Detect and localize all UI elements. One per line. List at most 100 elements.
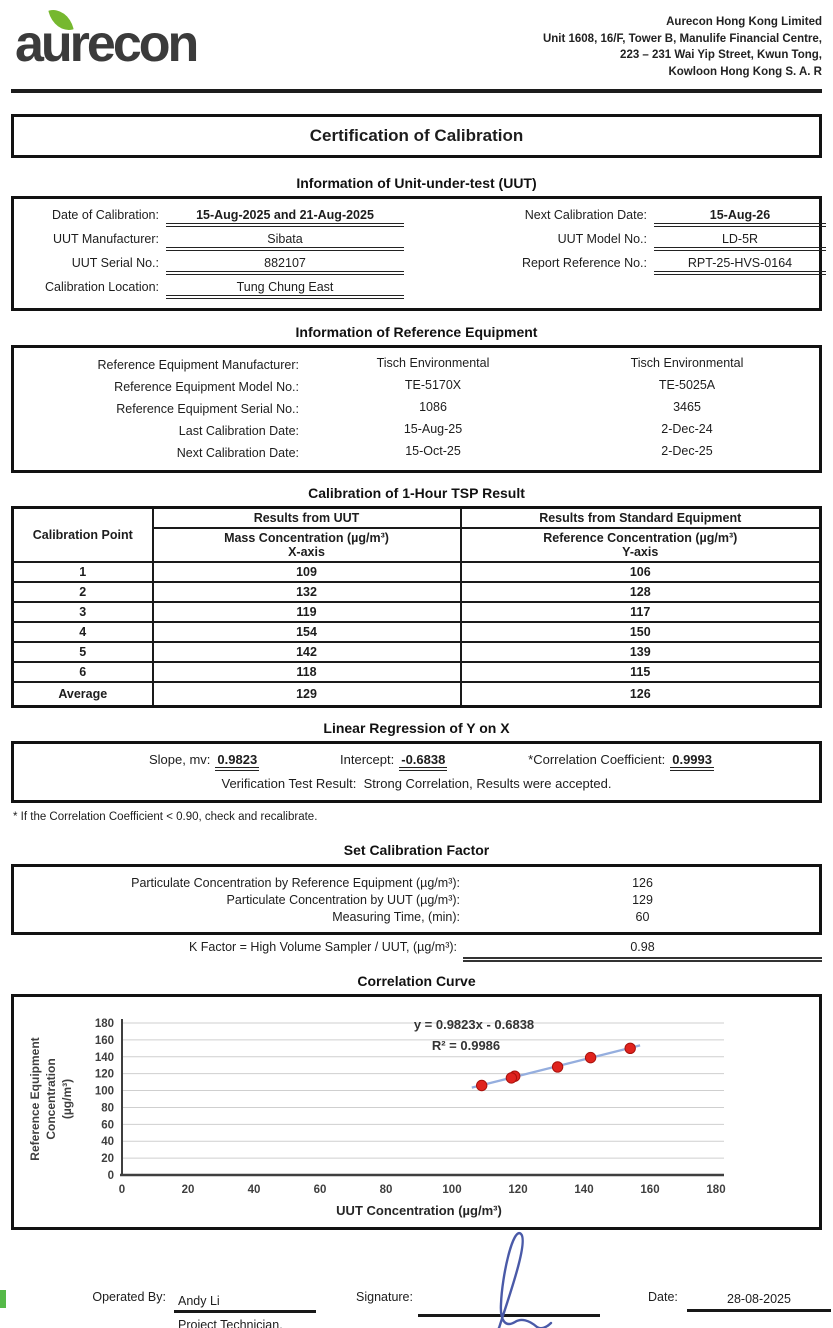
signature-line — [418, 1313, 600, 1317]
svg-text:160: 160 — [95, 1035, 114, 1047]
cell-y: 106 — [459, 560, 822, 583]
svg-text:R² = 0.9986: R² = 0.9986 — [432, 1038, 500, 1053]
factor-row: Particulate Concentration by UUT (µg/m³)… — [14, 893, 819, 907]
address-line: 223 – 231 Wai Yip Street, Kwun Tong, — [620, 49, 822, 62]
operated-by-label: Operated By: — [92, 1289, 166, 1304]
field-label: Reference Equipment Manufacturer: — [97, 357, 300, 372]
tsp-section-heading: Calibration of 1-Hour TSP Result — [308, 484, 525, 501]
cell-y: 128 — [459, 580, 822, 603]
svg-text:60: 60 — [314, 1184, 327, 1196]
cell-point: 2 — [11, 580, 154, 603]
cell-y: 117 — [459, 600, 822, 623]
field-value: 129 — [632, 892, 653, 907]
cell-x: 132 — [151, 580, 462, 603]
field-label: UUT Serial No.: — [71, 255, 159, 270]
field-value: TE-5170X — [404, 377, 462, 392]
factor-row: Measuring Time, (min): 60 — [14, 910, 819, 924]
field-value: Sibata — [166, 230, 404, 251]
company-address: Aurecon Hong Kong Limited Unit 1608, 16/… — [543, 8, 822, 81]
slope-field: Slope, mv: 0.9823 — [149, 751, 260, 771]
date-label: Date: — [648, 1289, 678, 1304]
cell-x: 154 — [151, 620, 462, 643]
calibration-factor-heading: Set Calibration Factor — [343, 841, 490, 858]
table-row: 4 154 150 — [11, 620, 822, 643]
field-value: 1086 — [419, 399, 447, 414]
field-value: RPT-25-HVS-0164 — [654, 254, 826, 275]
field-value: 15-Aug-25 — [403, 421, 463, 436]
k-factor-row: K Factor = High Volume Sampler / UUT, (µ… — [11, 940, 822, 962]
field-label: Last Calibration Date: — [178, 423, 299, 438]
correlation-field: *Correlation Coefficient: 0.9993 — [528, 751, 714, 771]
field-label: Particulate Concentration by Reference E… — [131, 875, 460, 890]
cell-point: 1 — [11, 560, 154, 583]
cell-x: 142 — [151, 640, 462, 663]
cell-point: Average — [11, 680, 154, 708]
slope-value: 0.9823 — [215, 751, 260, 771]
address-line: Kowloon Hong Kong S. A. R — [668, 66, 822, 79]
svg-text:Concentration: Concentration — [44, 1058, 58, 1139]
svg-text:40: 40 — [248, 1184, 261, 1196]
intercept-value: -0.6838 — [399, 751, 448, 771]
field-label: Measuring Time, (min): — [332, 909, 460, 924]
edge-mark — [0, 1289, 6, 1308]
signature-section: Operated By: Andy Li Project Technician,… — [0, 1231, 831, 1328]
table-row: 5 142 139 — [11, 640, 822, 663]
field-label: Reference Equipment Serial No.: — [116, 401, 299, 416]
logo-wordmark: aurecon — [15, 15, 199, 73]
operator-title: Project Technician, — [178, 1317, 283, 1328]
field-label: Calibration Location: — [45, 279, 159, 294]
svg-text:0: 0 — [108, 1170, 114, 1182]
k-factor-value: 0.98 — [463, 940, 822, 962]
field-label: Next Calibration Date: — [524, 207, 647, 222]
svg-text:Reference Equipment: Reference Equipment — [28, 1037, 42, 1160]
field-label: UUT Model No.: — [557, 231, 647, 246]
field-label: Reference Equipment Model No.: — [114, 379, 299, 394]
svg-text:180: 180 — [95, 1018, 114, 1030]
svg-text:0: 0 — [119, 1184, 125, 1196]
svg-text:120: 120 — [95, 1068, 114, 1080]
field-value: LD-5R — [654, 230, 826, 251]
field-value: 15-Oct-25 — [405, 443, 461, 458]
table-row: 3 119 117 — [11, 600, 822, 623]
field-label: Next Calibration Date: — [176, 445, 299, 460]
uut-info-table: Date of Calibration: 15-Aug-2025 and 21-… — [11, 195, 826, 311]
table-row-average: Average 129 126 — [11, 680, 822, 708]
field-value: 60 — [635, 909, 650, 924]
field-label: Report Reference No.: — [521, 255, 647, 270]
field-value: Tisch Environmental — [376, 355, 490, 370]
table-row: 6 118 115 — [11, 660, 822, 683]
regression-box: Slope, mv: 0.9823 Intercept: -0.6838 *Corr… — [11, 740, 822, 803]
cell-point: 5 — [11, 640, 154, 663]
cell-x: 118 — [151, 660, 462, 683]
svg-text:20: 20 — [101, 1153, 114, 1165]
svg-text:140: 140 — [95, 1051, 114, 1063]
correlation-curve-chart: 0 20 40 60 80 100 120 140 160 180 0 20 40 60 80 100 120 1… — [11, 993, 822, 1230]
field-value: 2-Dec-24 — [661, 421, 713, 436]
svg-text:100: 100 — [442, 1184, 461, 1196]
column-header: Results from Standard Equipment — [459, 506, 822, 529]
intercept-field: Intercept: -0.6838 — [340, 751, 448, 771]
reference-info-table: Reference Equipment Manufacturer: Tisch … — [11, 344, 822, 473]
uut-section-heading: Information of Unit-under-test (UUT) — [296, 174, 537, 191]
operated-date: 28-08-2025 — [687, 1292, 831, 1312]
svg-text:40: 40 — [101, 1136, 114, 1148]
field-value: 126 — [632, 875, 653, 890]
cell-x: 109 — [151, 560, 462, 583]
table-row: 2 132 128 — [11, 580, 822, 603]
field-value: TE-5025A — [658, 377, 716, 392]
field-label: UUT Manufacturer: — [52, 231, 159, 246]
column-axis-label: X-axis — [151, 544, 462, 563]
cell-y: 115 — [459, 660, 822, 683]
operator-name: Andy Li — [174, 1294, 316, 1313]
cell-x: 119 — [151, 600, 462, 623]
field-value: 2-Dec-25 — [661, 443, 713, 458]
field-value: 3465 — [673, 399, 701, 414]
field-value: 882107 — [166, 254, 404, 275]
signature-label: Signature: — [356, 1289, 413, 1304]
svg-text:180: 180 — [706, 1184, 725, 1196]
verification-value: Strong Correlation, Results were accepte… — [363, 775, 612, 791]
aurecon-logo: aurecon — [11, 5, 199, 73]
field-value: Tisch Environmental — [630, 355, 744, 370]
regression-section-heading: Linear Regression of Y on X — [323, 719, 510, 736]
